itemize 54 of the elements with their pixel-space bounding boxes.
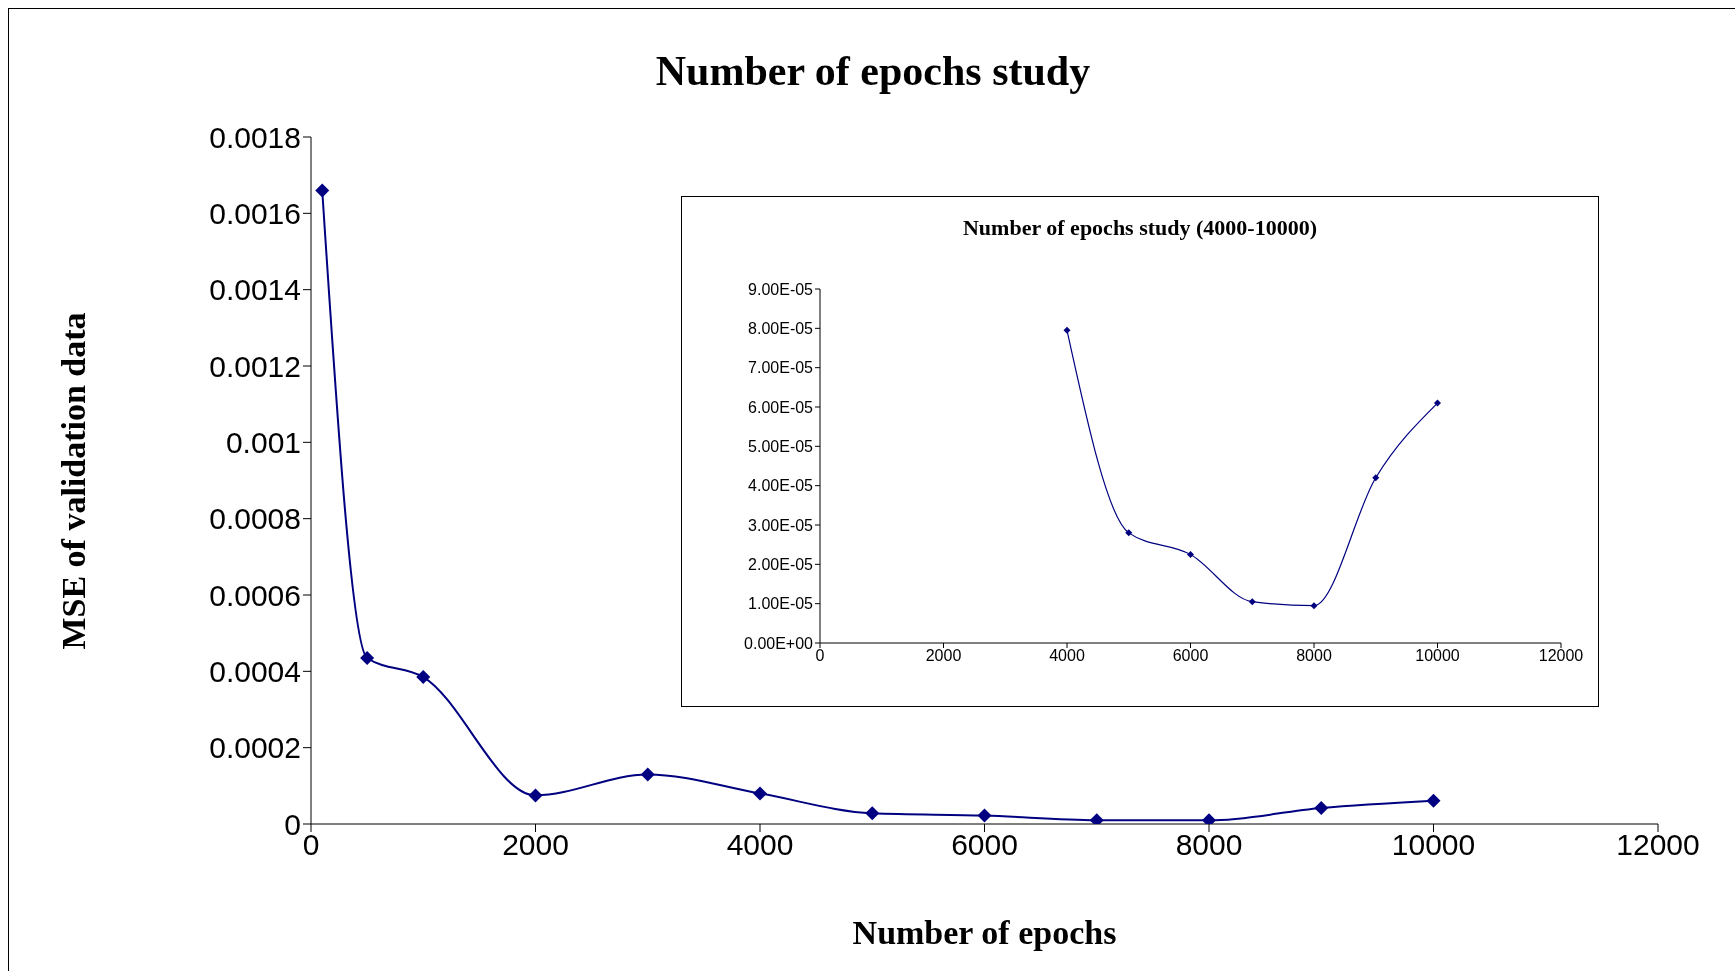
point [1248, 598, 1256, 606]
point [315, 183, 330, 198]
point [1310, 602, 1318, 610]
point [360, 650, 375, 665]
y-tick-label: 1.00E-05 [748, 595, 814, 613]
point [1434, 399, 1441, 407]
y-tick-label: 9.00E-05 [748, 280, 814, 298]
y-tick-label: 0.0004 [209, 654, 301, 688]
x-tick-label: 8000 [1296, 647, 1332, 665]
y-tick-label: 3.00E-05 [748, 516, 814, 534]
y-tick-label: 0.0006 [209, 578, 301, 612]
y-tick-label: 8.00E-05 [748, 320, 814, 338]
y-tick-label: 0.001 [225, 425, 301, 459]
point [865, 806, 880, 821]
y-axis-title: MSE of validation data [55, 311, 93, 650]
y-tick-label: 0.00E+00 [744, 634, 814, 652]
x-tick-label: 12000 [1616, 828, 1700, 862]
y-tick-label: 0 [284, 807, 301, 841]
point [640, 767, 655, 782]
x-tick-label: 4000 [1049, 647, 1085, 665]
y-tick-label: 0.0002 [209, 731, 301, 765]
x-tick-label: 2000 [925, 647, 962, 665]
y-tick-label: 0.0018 [209, 120, 301, 154]
point [416, 670, 431, 685]
x-tick-label: 10000 [1415, 647, 1460, 665]
x-tick-label: 10000 [1391, 828, 1476, 862]
y-tick-label: 2.00E-05 [748, 556, 814, 574]
y-tick-label: 4.00E-05 [748, 477, 814, 495]
point [1426, 793, 1441, 808]
x-tick-label: 6000 [1172, 647, 1209, 665]
chart-title: Number of epochs study (4000-10000) [961, 215, 1318, 241]
x-tick-label: 8000 [1175, 828, 1243, 862]
y-tick-label: 5.00E-05 [748, 438, 814, 456]
x-tick-label: 2000 [502, 828, 569, 862]
point [1187, 551, 1194, 558]
x-axis-title: Number of epochs [852, 914, 1117, 952]
y-tick-label: 0.0014 [209, 273, 301, 307]
y-tick-label: 6.00E-05 [748, 398, 814, 416]
point [1372, 474, 1380, 482]
point [528, 788, 543, 803]
x-tick-label: 4000 [726, 828, 794, 862]
y-tick-label: 7.00E-05 [748, 359, 814, 377]
chart-title: Number of epochs study [654, 47, 1092, 95]
point [1063, 326, 1071, 334]
point [753, 786, 767, 801]
point [977, 808, 992, 823]
point [1314, 800, 1329, 815]
point [1125, 529, 1133, 537]
x-tick-label: 0 [815, 647, 825, 665]
y-tick-label: 0.0008 [209, 502, 301, 536]
x-tick-label: 12000 [1538, 647, 1584, 665]
y-tick-label: 0.0016 [209, 196, 301, 230]
y-tick-label: 0.0012 [209, 349, 301, 383]
x-tick-label: 6000 [951, 828, 1018, 862]
